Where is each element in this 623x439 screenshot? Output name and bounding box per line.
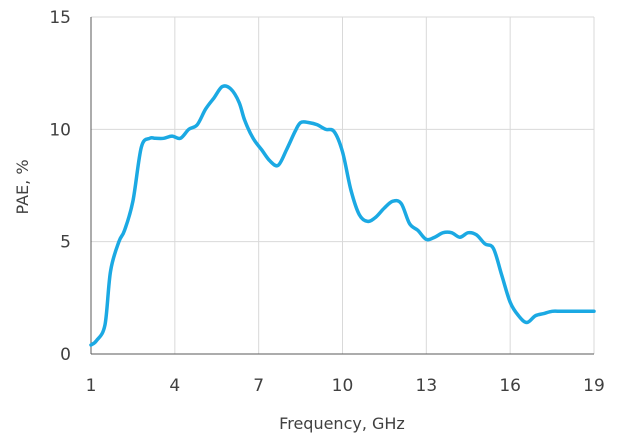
x-tick-label: 4	[169, 376, 180, 396]
x-axis-ticks: 1 4 7 10 13 16 19	[86, 376, 605, 396]
y-axis-ticks: 0 5 10 15	[49, 8, 71, 365]
x-tick-label: 7	[253, 376, 264, 396]
x-axis-title: Frequency, GHz	[279, 414, 405, 433]
y-tick-label: 0	[60, 345, 71, 365]
x-tick-label: 10	[332, 376, 354, 396]
y-tick-label: 10	[49, 120, 71, 140]
x-tick-label: 16	[499, 376, 521, 396]
y-tick-label: 15	[49, 8, 71, 28]
plot-frame	[90, 17, 594, 355]
pae-series-line	[89, 84, 596, 347]
x-tick-label: 13	[416, 376, 438, 396]
y-axis-title: PAE, %	[13, 159, 32, 214]
y-tick-label: 5	[60, 233, 71, 253]
series-group	[89, 84, 596, 347]
grid	[90, 16, 595, 355]
x-tick-label: 1	[86, 376, 97, 396]
x-tick-label: 19	[583, 376, 605, 396]
